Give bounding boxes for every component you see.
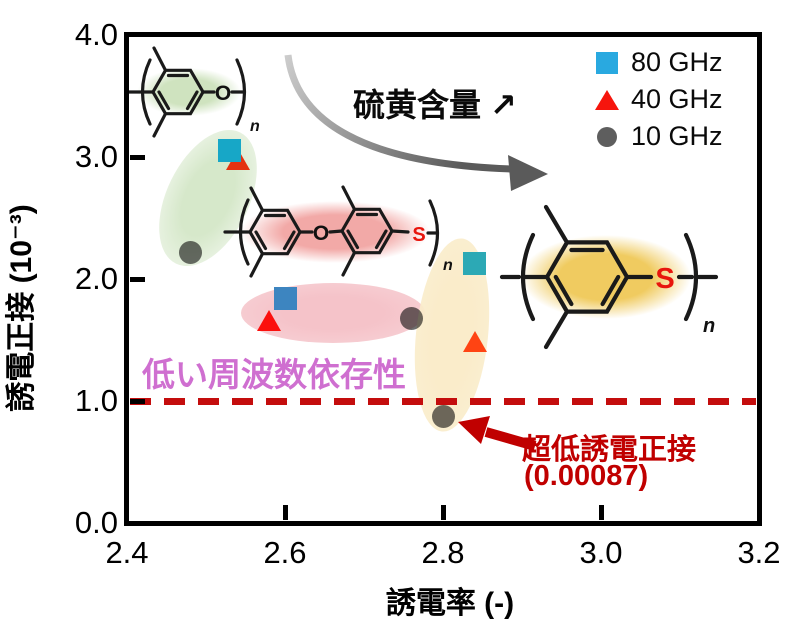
copolymer-subscript-n: n [443,257,453,274]
legend-item-80ghz: 80 GHz [594,44,723,81]
y-tick-1.0 [130,398,145,404]
x-tick-label-2.8: 2.8 [421,535,465,570]
marker-80-ghz [463,251,487,275]
marker-10-ghz [431,405,455,429]
structure-ppe [125,46,247,138]
legend-triangle-icon [595,89,619,110]
structure-pps [499,204,719,350]
legend: 80 GHz 40 GHz 10 GHz [594,44,723,155]
y-tick-label-2.0: 2.0 [74,261,118,296]
marker-80-ghz [218,139,242,163]
ppe-subscript-n: n [250,118,260,135]
threshold-dashed-line [130,397,756,405]
x-tick-2.6 [282,505,288,520]
marker-40-ghz [462,330,487,352]
structure-copolymer [223,185,440,278]
copolymer-sulfur-label: S [412,224,425,246]
legend-label-40ghz: 40 GHz [631,84,723,114]
legend-label-10ghz: 10 GHz [631,121,723,151]
x-tick-label-2.4: 2.4 [105,535,149,570]
ppe-oxygen-label: O [215,82,231,105]
marker-40-ghz [257,309,282,331]
marker-10-ghz [178,240,202,264]
legend-circle-icon [597,126,617,147]
x-tick-3.0 [598,505,604,520]
y-tick-label-3.0: 3.0 [74,139,118,174]
y-tick-label-4.0: 4.0 [74,17,118,52]
pps-subscript-n: n [703,315,715,337]
legend-item-40ghz: 40 GHz [594,81,723,118]
y-tick-label-0.0: 0.0 [74,505,118,540]
legend-square-icon [596,51,618,74]
legend-item-10ghz: 10 GHz [594,118,723,155]
sulfur-content-note: 硫黄含量 ↗ [353,87,517,123]
ultralow-tan-delta-note: 超低誘電正接 [522,434,697,466]
plot-frame [124,32,762,526]
x-tick-2.8 [440,505,446,520]
x-axis-title: 誘電率 (-) [385,587,515,620]
y-tick-3.0 [130,154,145,160]
x-tick-label-2.6: 2.6 [263,535,307,570]
x-tick-label-3.0: 3.0 [579,535,623,570]
y-tick-2.0 [130,276,145,282]
copolymer-oxygen-label: O [313,222,329,245]
marker-10-ghz [399,306,423,330]
marker-80-ghz [273,287,297,311]
x-tick-label-3.2: 3.2 [737,535,781,570]
low-frequency-dependence-note: 低い周波数依存性 [142,356,406,393]
legend-label-80ghz: 80 GHz [631,47,723,77]
pps-sulfur-label: S [655,263,674,295]
ultralow-tan-delta-value: (0.00087) [524,460,649,492]
y-tick-label-1.0: 1.0 [74,383,118,418]
